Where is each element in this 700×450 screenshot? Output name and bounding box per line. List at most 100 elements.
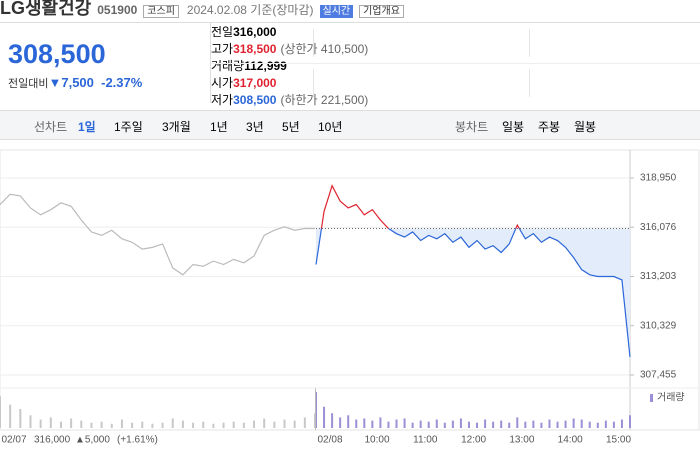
tab[interactable]: 1일 (78, 120, 96, 134)
stat-value: 317,000 (233, 76, 277, 90)
volume-bar (467, 421, 470, 428)
change-label: 전일대비 (8, 78, 49, 90)
volume-bar (339, 417, 342, 428)
volume-bar (371, 420, 374, 428)
stat: 고가318,500 (상한가 410,500) (211, 40, 700, 57)
price: 308,500 (8, 39, 106, 69)
divider (529, 29, 530, 57)
stat-label: 전일 (211, 25, 234, 39)
plot-frame (0, 149, 700, 431)
stat-label: 시가 (211, 76, 234, 90)
volume-bar (363, 418, 366, 428)
stat: 시가317,000 (211, 74, 700, 91)
volume-bar (222, 422, 225, 428)
volume-legend: 거래량 (657, 392, 685, 404)
volume-bar (19, 408, 22, 428)
row-divider (211, 63, 700, 64)
realtime-btn[interactable]: 실시간 (319, 5, 354, 18)
volume-bar (355, 419, 358, 428)
tab[interactable]: 3년 (246, 120, 264, 134)
volume-bar (29, 415, 32, 428)
volume-bar (629, 415, 631, 428)
stat-value: 112,999 (244, 59, 287, 73)
volume-bar (90, 422, 93, 428)
volume-bar (395, 419, 398, 428)
volume-bar (492, 421, 495, 428)
volume-bar (70, 418, 73, 428)
tab[interactable]: 10년 (318, 120, 343, 134)
stat-note: (하한가 221,500) (280, 93, 369, 107)
overview-btn[interactable]: 기업개요 (359, 5, 404, 18)
stat-label: 거래량 (211, 59, 245, 73)
volume-bar (80, 420, 83, 428)
volume-legend-box (650, 394, 653, 402)
volume-bar (540, 422, 543, 428)
price-area (316, 228, 630, 358)
volume-bar (303, 417, 306, 428)
divider (313, 69, 314, 97)
price-line-down (315, 228, 631, 358)
stat: 전일316,000 (211, 23, 700, 40)
divider (529, 69, 530, 97)
tab[interactable]: 5년 (282, 120, 300, 134)
stat: 저가308,500 (하한가 221,500) (211, 91, 700, 108)
volume-bar (49, 417, 52, 428)
footer-change: ▲5,000 (75, 435, 110, 446)
volume-bar (604, 420, 607, 428)
price-box: 308,500 전일대비▼7,500 -2.37% (0, 22, 210, 103)
tab[interactable]: 월봉 (574, 120, 597, 134)
stat-label: 고가 (211, 42, 234, 56)
volume-bar (419, 420, 422, 428)
volume-bar (39, 419, 42, 428)
volume-bar (100, 421, 103, 428)
volume-bar (500, 420, 503, 428)
volume-bar (620, 419, 623, 428)
volume-bar (161, 422, 164, 428)
volume-bar (484, 419, 487, 428)
volume-bar (516, 417, 519, 428)
stock-code: 051900 (97, 3, 138, 17)
stat-value: 316,000 (233, 25, 277, 39)
volume-bar (232, 421, 235, 428)
volume-bar (476, 422, 479, 428)
volume-bar (387, 421, 390, 428)
volume-bar (253, 420, 256, 428)
y-tick-label: 313,203 (640, 271, 677, 282)
tab[interactable]: 3개월 (162, 120, 191, 134)
volume-bar (564, 420, 567, 428)
volume-bar (403, 418, 406, 428)
x-label: 11:00 (413, 435, 438, 446)
change-rate: -2.37% (101, 75, 143, 90)
volume-bar (524, 421, 527, 428)
volume-bar (242, 422, 245, 428)
volume-bar (0, 396, 1, 428)
price-line-up (320, 184, 520, 229)
stat-value: 318,500 (233, 42, 277, 56)
volume-bar (331, 413, 334, 428)
volume-bar (59, 421, 62, 428)
stat: 거래량112,999 (211, 57, 700, 74)
period-tabs: 선차트 1일 1주일 3개월 1년 3년 5년 10년 봉차트 일봉 주봉 월봉 (0, 110, 700, 140)
x-label: 02/08 (317, 435, 342, 446)
tab[interactable]: 일봉 (502, 120, 525, 134)
change: 전일대비▼7,500 -2.37% (8, 75, 142, 91)
stock-name: LG생활건강 (0, 0, 92, 18)
volume-bar (323, 406, 326, 428)
price-line-prev (0, 193, 315, 276)
tab[interactable]: 주봉 (538, 120, 561, 134)
volume-bar (572, 418, 575, 428)
tab[interactable]: 1년 (210, 120, 228, 134)
volume-bar (9, 404, 12, 428)
x-label: 15:00 (606, 435, 631, 446)
y-tick-label: 318,950 (640, 173, 677, 184)
tab[interactable]: 1주일 (114, 120, 143, 134)
volume-bar (192, 422, 195, 428)
volume-bar (151, 423, 154, 428)
volume-bar (596, 422, 599, 428)
volume-bar (379, 417, 382, 428)
volume-bar (612, 421, 615, 428)
y-tick-label: 316,076 (640, 222, 677, 233)
stat-note: (상한가 410,500) (280, 42, 369, 56)
volume-bar (171, 418, 174, 428)
